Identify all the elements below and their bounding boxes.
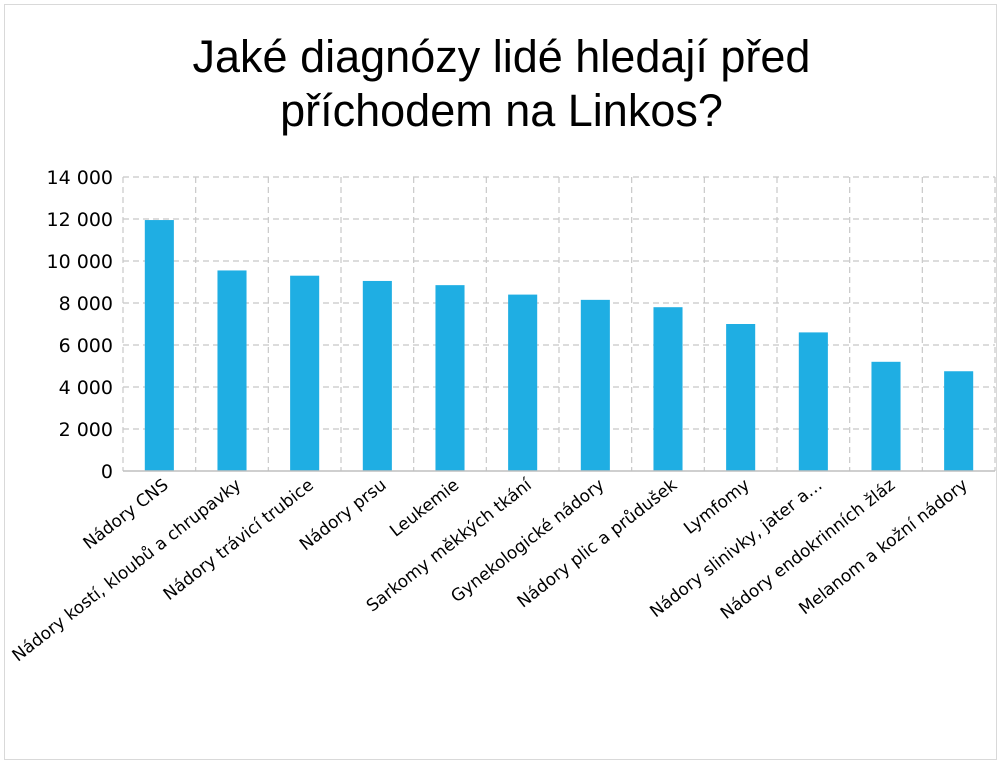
bar [435,285,465,471]
bar [362,280,392,471]
y-tick-label: 4 000 [59,377,113,399]
bar [944,371,974,471]
bar [508,294,538,471]
bar [290,275,320,471]
bar [798,332,828,471]
bar [653,307,683,471]
chart-title: Jaké diagnózy lidé hledají před příchode… [0,30,1003,138]
chart-title-line-2: příchodem na Linkos? [280,85,723,136]
bar [580,299,610,471]
bar [144,220,174,471]
y-tick-label: 2 000 [59,419,113,441]
y-tick-label: 12 000 [47,209,113,231]
chart-title-line-1: Jaké diagnózy lidé hledají před [192,31,811,82]
y-tick-label: 6 000 [59,335,113,357]
y-tick-label: 0 [101,461,113,483]
y-tick-label: 8 000 [59,293,113,315]
bar [871,361,901,471]
bar [726,324,756,471]
y-tick-label: 10 000 [47,251,113,273]
bar [217,270,247,471]
x-tick-label: Lymfomy [680,475,753,539]
y-tick-label: 14 000 [47,167,113,189]
